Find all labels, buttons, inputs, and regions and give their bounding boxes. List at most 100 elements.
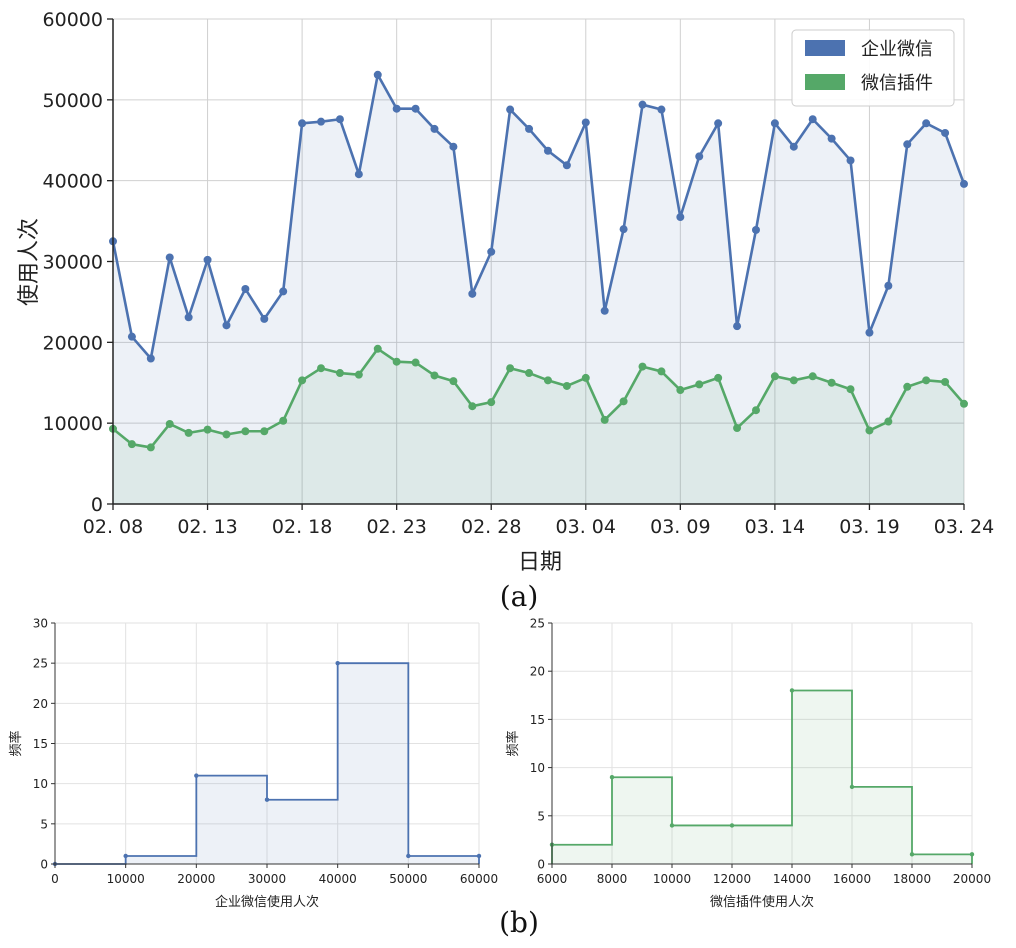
data-point-wecom xyxy=(789,142,798,151)
bin-point xyxy=(789,688,795,693)
histogram-step-line xyxy=(551,689,973,864)
data-point-wecom xyxy=(506,105,515,114)
data-point-plugin xyxy=(543,376,552,385)
legend-label: 企业微信 xyxy=(861,39,933,60)
data-point-wecom xyxy=(751,225,760,234)
data-point-wecom xyxy=(941,128,950,137)
x-tick-label: 0 xyxy=(51,872,59,886)
data-point-plugin xyxy=(165,419,174,428)
histogram-panel-b-left: 0 5 10 15 20 25 30 0 10000 20000 30000 40000 50000 60… xyxy=(8,617,498,911)
data-point-wecom xyxy=(733,322,742,331)
data-point-plugin xyxy=(695,380,704,389)
bin-point xyxy=(406,853,411,859)
x-tick-label: 60000 xyxy=(460,872,498,886)
y-tick-label: 25 xyxy=(33,657,48,671)
data-point-plugin xyxy=(789,376,798,385)
data-point-plugin xyxy=(354,370,363,379)
data-point-plugin xyxy=(184,428,193,437)
data-point-plugin xyxy=(203,425,212,434)
y-tick-label: 40000 xyxy=(43,171,103,193)
data-point-plugin xyxy=(317,364,326,373)
bin-point xyxy=(849,784,855,790)
data-point-wecom xyxy=(960,179,968,188)
data-point-wecom xyxy=(827,134,836,143)
data-point-wecom xyxy=(392,104,401,113)
series-line-plugin xyxy=(112,347,965,449)
data-point-wecom xyxy=(865,328,874,337)
data-point-plugin xyxy=(146,443,155,452)
x-tick-label: 02. 08 xyxy=(83,516,143,538)
x-tick-label: 10000 xyxy=(107,872,145,886)
y-axis-title: 频率 xyxy=(505,730,521,756)
data-point-wecom xyxy=(317,117,326,126)
x-tick-label: 02. 23 xyxy=(366,516,426,538)
y-tick-label: 0 xyxy=(40,858,48,872)
data-point-plugin xyxy=(335,369,344,378)
x-tick-label: 12000 xyxy=(713,872,751,886)
data-point-wecom xyxy=(260,314,269,323)
x-tick-label: 40000 xyxy=(319,872,357,886)
data-point-plugin xyxy=(846,385,855,394)
x-tick-label: 03. 14 xyxy=(745,516,805,538)
x-tick-label: 02. 28 xyxy=(461,516,521,538)
data-point-wecom xyxy=(222,321,231,330)
data-point-wecom xyxy=(184,313,193,322)
y-tick-label: 15 xyxy=(530,713,545,727)
data-point-plugin xyxy=(127,440,136,449)
data-point-wecom xyxy=(562,161,571,170)
data-point-plugin xyxy=(506,364,515,373)
bin-point xyxy=(194,773,199,778)
x-tick-label: 8000 xyxy=(597,872,628,886)
data-point-plugin xyxy=(392,357,401,366)
data-point-plugin xyxy=(827,378,836,387)
data-point-wecom xyxy=(714,119,723,128)
caption-b: (b) xyxy=(499,906,539,939)
y-tick-label: 20 xyxy=(530,665,545,679)
data-point-wecom xyxy=(808,115,817,124)
x-tick-label: 14000 xyxy=(773,872,811,886)
data-point-plugin xyxy=(562,381,571,390)
data-point-plugin xyxy=(222,430,231,439)
data-point-wecom xyxy=(127,332,136,341)
data-point-plugin xyxy=(808,372,817,381)
y-tick-label: 10 xyxy=(530,761,545,775)
data-point-plugin xyxy=(525,369,534,378)
data-point-wecom xyxy=(770,119,779,128)
data-point-plugin xyxy=(733,424,742,433)
x-tick-label: 16000 xyxy=(833,872,871,886)
data-point-plugin xyxy=(373,344,382,353)
data-point-wecom xyxy=(922,119,931,128)
bin-point xyxy=(969,852,975,857)
bin-point xyxy=(476,853,482,859)
x-tick-label: 02. 13 xyxy=(177,516,237,538)
data-point-wecom xyxy=(430,124,439,133)
area-fill-wecom xyxy=(113,74,964,505)
series-line-wecom xyxy=(111,73,966,360)
data-point-plugin xyxy=(751,406,760,415)
data-point-plugin xyxy=(922,376,931,385)
caption-a: (a) xyxy=(500,580,539,613)
bin-point xyxy=(669,823,675,828)
data-point-plugin xyxy=(449,377,458,386)
data-point-wecom xyxy=(619,225,628,234)
y-tick-label: 25 xyxy=(530,617,545,631)
data-point-plugin xyxy=(903,382,912,391)
data-point-wecom xyxy=(884,281,893,290)
x-tick-label: 50000 xyxy=(389,872,427,886)
y-tick-label: 20000 xyxy=(43,332,103,354)
y-tick-label: 0 xyxy=(91,494,103,516)
data-point-plugin xyxy=(714,373,723,382)
bin-point xyxy=(264,797,270,802)
x-axis-title: 日期 xyxy=(518,550,562,575)
x-axis-title: 微信插件使用人次 xyxy=(710,894,814,910)
y-axis-title: 使用人次 xyxy=(17,218,42,306)
x-tick-label: 20000 xyxy=(953,872,991,886)
y-tick-label: 60000 xyxy=(43,9,103,31)
data-point-plugin xyxy=(619,397,628,406)
x-axis-title: 企业微信使用人次 xyxy=(215,894,319,910)
data-point-plugin xyxy=(411,358,420,367)
data-point-wecom xyxy=(373,70,382,79)
data-point-plugin xyxy=(298,376,307,385)
